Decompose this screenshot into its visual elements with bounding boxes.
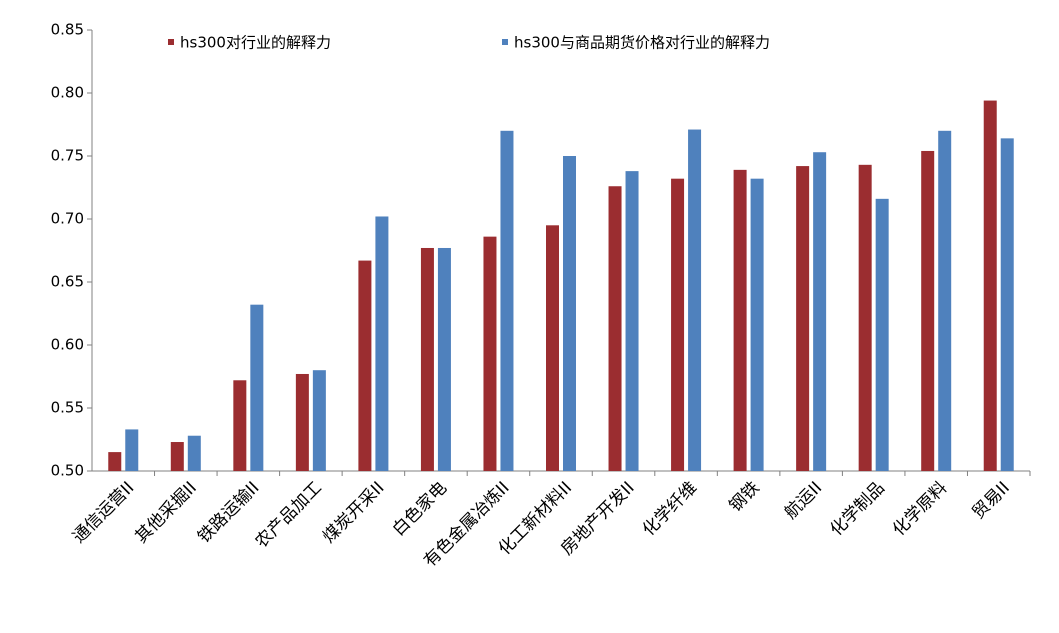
bar <box>608 186 622 472</box>
bar <box>733 169 747 472</box>
x-tick-label: 贸易II <box>969 478 1014 523</box>
bar <box>938 130 952 472</box>
y-tick-label: 0.75 <box>51 147 84 165</box>
y-tick-label: 0.65 <box>51 273 84 291</box>
bar <box>546 225 559 471</box>
bar <box>233 380 247 471</box>
bar <box>921 150 935 471</box>
bar <box>858 164 872 471</box>
bar <box>437 247 451 471</box>
bar <box>563 156 576 471</box>
bar <box>983 100 997 471</box>
y-tick-label: 0.55 <box>51 399 84 417</box>
x-tick-label: 化学纤维 <box>639 478 701 540</box>
bar <box>250 304 264 471</box>
x-tick-label: 白色家电 <box>389 478 451 540</box>
y-tick-label: 0.50 <box>51 462 84 480</box>
bar <box>671 178 685 471</box>
bar <box>796 166 810 471</box>
y-tick-label: 0.85 <box>51 21 84 39</box>
x-tick-label: 化学制品 <box>827 478 889 540</box>
bar <box>688 129 702 472</box>
legend-label: hs300与商品期货价格对行业的解释力 <box>514 34 770 52</box>
legend-label: hs300对行业的解释力 <box>180 34 331 52</box>
legend-swatch <box>168 39 174 45</box>
x-tick-label: 煤炭开采II <box>319 478 388 547</box>
x-tick-label: 其他采掘II <box>132 478 201 547</box>
bar <box>813 152 827 471</box>
x-tick-label: 钢铁 <box>725 478 763 516</box>
x-tick-label: 通信运营II <box>69 478 138 547</box>
bar <box>750 178 764 471</box>
y-tick-label: 0.80 <box>51 84 84 102</box>
bar <box>875 198 889 471</box>
bar <box>170 442 184 471</box>
bar <box>483 236 497 471</box>
bar <box>625 171 639 471</box>
bar <box>500 130 514 472</box>
x-tick-label: 农产品加工 <box>252 478 326 552</box>
bar <box>420 247 434 471</box>
legend-swatch <box>502 39 508 45</box>
bar <box>125 429 139 471</box>
bar <box>187 435 201 471</box>
bar <box>358 260 372 471</box>
bar <box>108 452 122 471</box>
bar <box>312 370 326 471</box>
y-tick-label: 0.60 <box>51 336 84 354</box>
bar <box>375 216 389 471</box>
x-tick-label: 化学原料 <box>889 478 951 540</box>
bar <box>1000 138 1014 472</box>
x-tick-label: 航运II <box>781 478 826 523</box>
bar <box>295 373 309 471</box>
y-tick-label: 0.70 <box>51 210 84 228</box>
